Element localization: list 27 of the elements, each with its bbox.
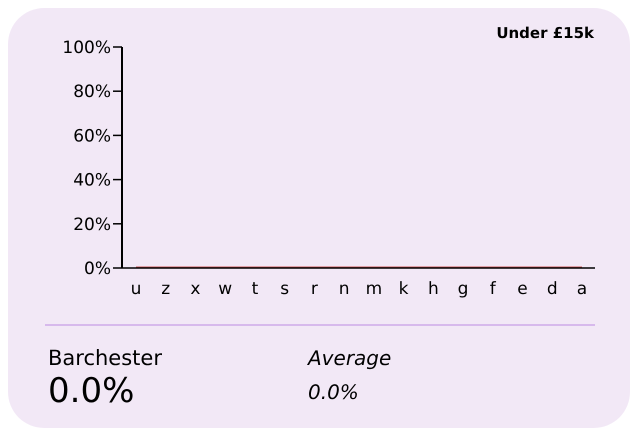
y-tick-label: 60% [73,126,111,146]
text: 0.0% [308,380,359,404]
x-tick-label: u [130,279,142,300]
text: Barchester [48,346,162,370]
x-tick-label: w [218,279,232,300]
x-tick-label: m [366,279,382,300]
x-tick-label: f [490,279,497,300]
x-tick-label: r [310,279,318,300]
x-tick-label: s [280,279,290,300]
x-tick-label: t [252,279,259,300]
y-tick-label: 40% [73,170,111,191]
x-tick-label: e [517,279,528,300]
x-tick-label: g [458,279,468,300]
x-tick-label: d [546,279,558,300]
x-tick-label: k [398,279,409,300]
x-tick-label: x [190,279,200,300]
y-tick-label: 20% [73,214,111,235]
x-tick-label: a [576,279,588,300]
y-tick-label: 0% [84,259,111,280]
text: Average [308,346,392,370]
y-tick-label: 80% [73,82,111,102]
x-tick-label: h [428,279,439,300]
x-tick-label: n [338,279,350,300]
y-tick-label: 100% [62,38,111,58]
chart-title: Under £15k [496,24,594,42]
x-tick-label: z [161,279,170,300]
text: 0.0% [48,371,134,411]
